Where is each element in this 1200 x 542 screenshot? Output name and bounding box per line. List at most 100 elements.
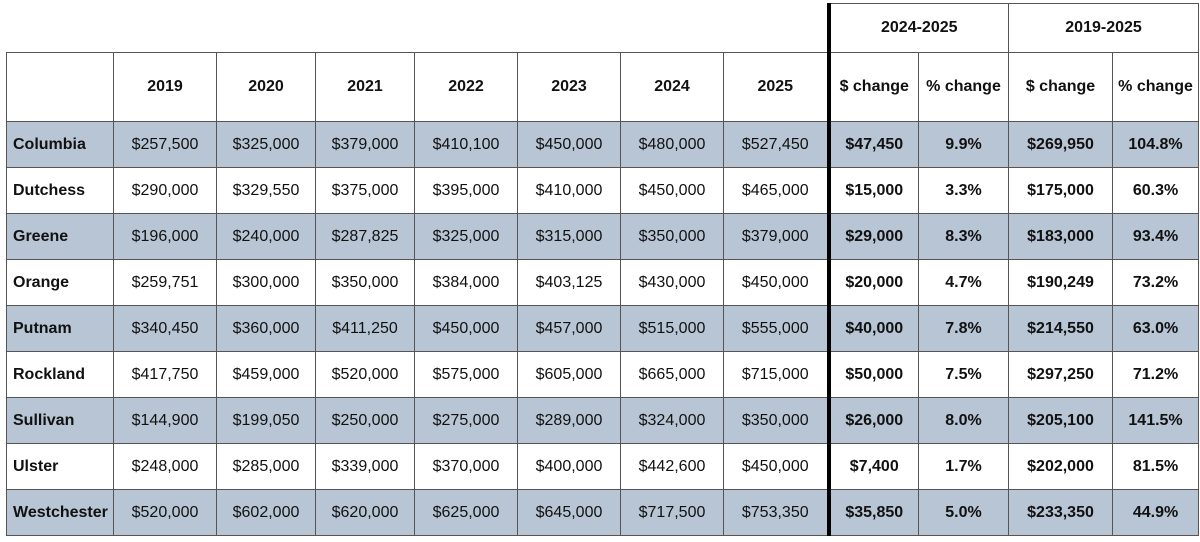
value-cell: $417,750 xyxy=(113,351,217,398)
value-cell: 8.0% xyxy=(917,397,1010,444)
value-cell: 3.3% xyxy=(917,167,1010,214)
value-cell: $287,825 xyxy=(315,213,415,260)
blank-cell xyxy=(7,4,829,53)
column-header: 2020 xyxy=(216,52,316,122)
value-cell: 9.9% xyxy=(917,121,1010,168)
value-cell: $403,125 xyxy=(517,259,621,306)
value-cell: $379,000 xyxy=(723,213,829,260)
column-header: 2024 xyxy=(620,52,724,122)
value-cell: $324,000 xyxy=(620,397,724,444)
table-container: 2024-2025 2019-2025 2019 2020 2021 2022 2023 20… xyxy=(6,3,1200,536)
column-header: 2022 xyxy=(414,52,518,122)
county-name: Ulster xyxy=(6,443,114,490)
value-cell: 7.8% xyxy=(917,305,1010,352)
value-cell: $240,000 xyxy=(216,213,316,260)
data-row: Rockland $417,750 $459,000 $520,000 $575,000… xyxy=(6,351,1200,398)
value-cell: $350,000 xyxy=(620,213,724,260)
value-cell: $275,000 xyxy=(414,397,518,444)
header-row: 2019 2020 2021 2022 2023 2024 2025 $ change% ch… xyxy=(6,52,1200,122)
column-header: 2019 xyxy=(113,52,217,122)
value-cell: $457,000 xyxy=(517,305,621,352)
value-cell: $300,000 xyxy=(216,259,316,306)
value-cell: $715,000 xyxy=(723,351,829,398)
value-cell: $175,000 xyxy=(1008,167,1114,214)
county-name: Sullivan xyxy=(6,397,114,444)
county-name: Orange xyxy=(6,259,114,306)
value-cell: 71.2% xyxy=(1112,351,1200,398)
value-cell: $20,000 xyxy=(826,259,919,306)
value-cell: $555,000 xyxy=(723,305,829,352)
value-cell: $430,000 xyxy=(620,259,724,306)
column-header: $ change xyxy=(1008,52,1114,122)
value-cell: $250,000 xyxy=(315,397,415,444)
value-cell: $285,000 xyxy=(216,443,316,490)
value-cell: $40,000 xyxy=(826,305,919,352)
value-cell: $325,000 xyxy=(216,121,316,168)
value-cell: $515,000 xyxy=(620,305,724,352)
value-cell: $527,450 xyxy=(723,121,829,168)
value-cell: $465,000 xyxy=(723,167,829,214)
value-cell: $410,000 xyxy=(517,167,621,214)
value-cell: $753,350 xyxy=(723,489,829,536)
value-cell: $35,850 xyxy=(826,489,919,536)
value-cell: $384,000 xyxy=(414,259,518,306)
value-cell: $15,000 xyxy=(826,167,919,214)
value-cell: 60.3% xyxy=(1112,167,1200,214)
value-cell: $259,751 xyxy=(113,259,217,306)
value-cell: $450,000 xyxy=(723,259,829,306)
value-cell: $602,000 xyxy=(216,489,316,536)
value-cell: 73.2% xyxy=(1112,259,1200,306)
value-cell: $26,000 xyxy=(826,397,919,444)
value-cell: $47,450 xyxy=(826,121,919,168)
value-cell: 1.7% xyxy=(917,443,1010,490)
value-cell: $29,000 xyxy=(826,213,919,260)
value-cell: $450,000 xyxy=(414,305,518,352)
column-header: $ change xyxy=(826,52,919,122)
county-name: Putnam xyxy=(6,305,114,352)
value-cell: $7,400 xyxy=(826,443,919,490)
value-cell: $400,000 xyxy=(517,443,621,490)
county-name: Dutchess xyxy=(6,167,114,214)
value-cell: $297,250 xyxy=(1008,351,1114,398)
value-cell: $605,000 xyxy=(517,351,621,398)
value-cell: 93.4% xyxy=(1112,213,1200,260)
value-cell: 5.0% xyxy=(917,489,1010,536)
value-cell: 63.0% xyxy=(1112,305,1200,352)
group-header: 2024-2025 xyxy=(826,3,1010,53)
value-cell: $625,000 xyxy=(414,489,518,536)
value-cell: 8.3% xyxy=(917,213,1010,260)
value-cell: $325,000 xyxy=(414,213,518,260)
value-cell: 7.5% xyxy=(917,351,1010,398)
value-cell: $183,000 xyxy=(1008,213,1114,260)
value-cell: 104.8% xyxy=(1112,121,1200,168)
county-name: Greene xyxy=(6,213,114,260)
value-cell: $214,550 xyxy=(1008,305,1114,352)
value-cell: $411,250 xyxy=(315,305,415,352)
county-name: Westchester xyxy=(6,489,114,536)
value-cell: $665,000 xyxy=(620,351,724,398)
value-cell: $329,550 xyxy=(216,167,316,214)
value-cell: $450,000 xyxy=(517,121,621,168)
value-cell: $50,000 xyxy=(826,351,919,398)
column-header: % change xyxy=(1112,52,1200,122)
county-name: Columbia xyxy=(6,121,114,168)
value-cell: $350,000 xyxy=(315,259,415,306)
value-cell: $290,000 xyxy=(113,167,217,214)
data-row: Westchester $520,000 $602,000 $620,000 $625,… xyxy=(6,489,1200,536)
data-row: Putnam $340,450 $360,000 $411,250 $450,000 $4… xyxy=(6,305,1200,352)
value-cell: $395,000 xyxy=(414,167,518,214)
data-row: Dutchess $290,000 $329,550 $375,000 $395,000… xyxy=(6,167,1200,214)
column-header: % change xyxy=(917,52,1010,122)
group-header-row: 2024-2025 2019-2025 xyxy=(7,3,1200,53)
value-cell: 141.5% xyxy=(1112,397,1200,444)
value-cell: $410,100 xyxy=(414,121,518,168)
value-cell: $450,000 xyxy=(620,167,724,214)
value-cell: $459,000 xyxy=(216,351,316,398)
value-cell: $269,950 xyxy=(1008,121,1114,168)
value-cell: $257,500 xyxy=(113,121,217,168)
value-cell: $520,000 xyxy=(113,489,217,536)
value-cell: $645,000 xyxy=(517,489,621,536)
value-cell: $202,000 xyxy=(1008,443,1114,490)
value-cell: $370,000 xyxy=(414,443,518,490)
value-cell: $199,050 xyxy=(216,397,316,444)
